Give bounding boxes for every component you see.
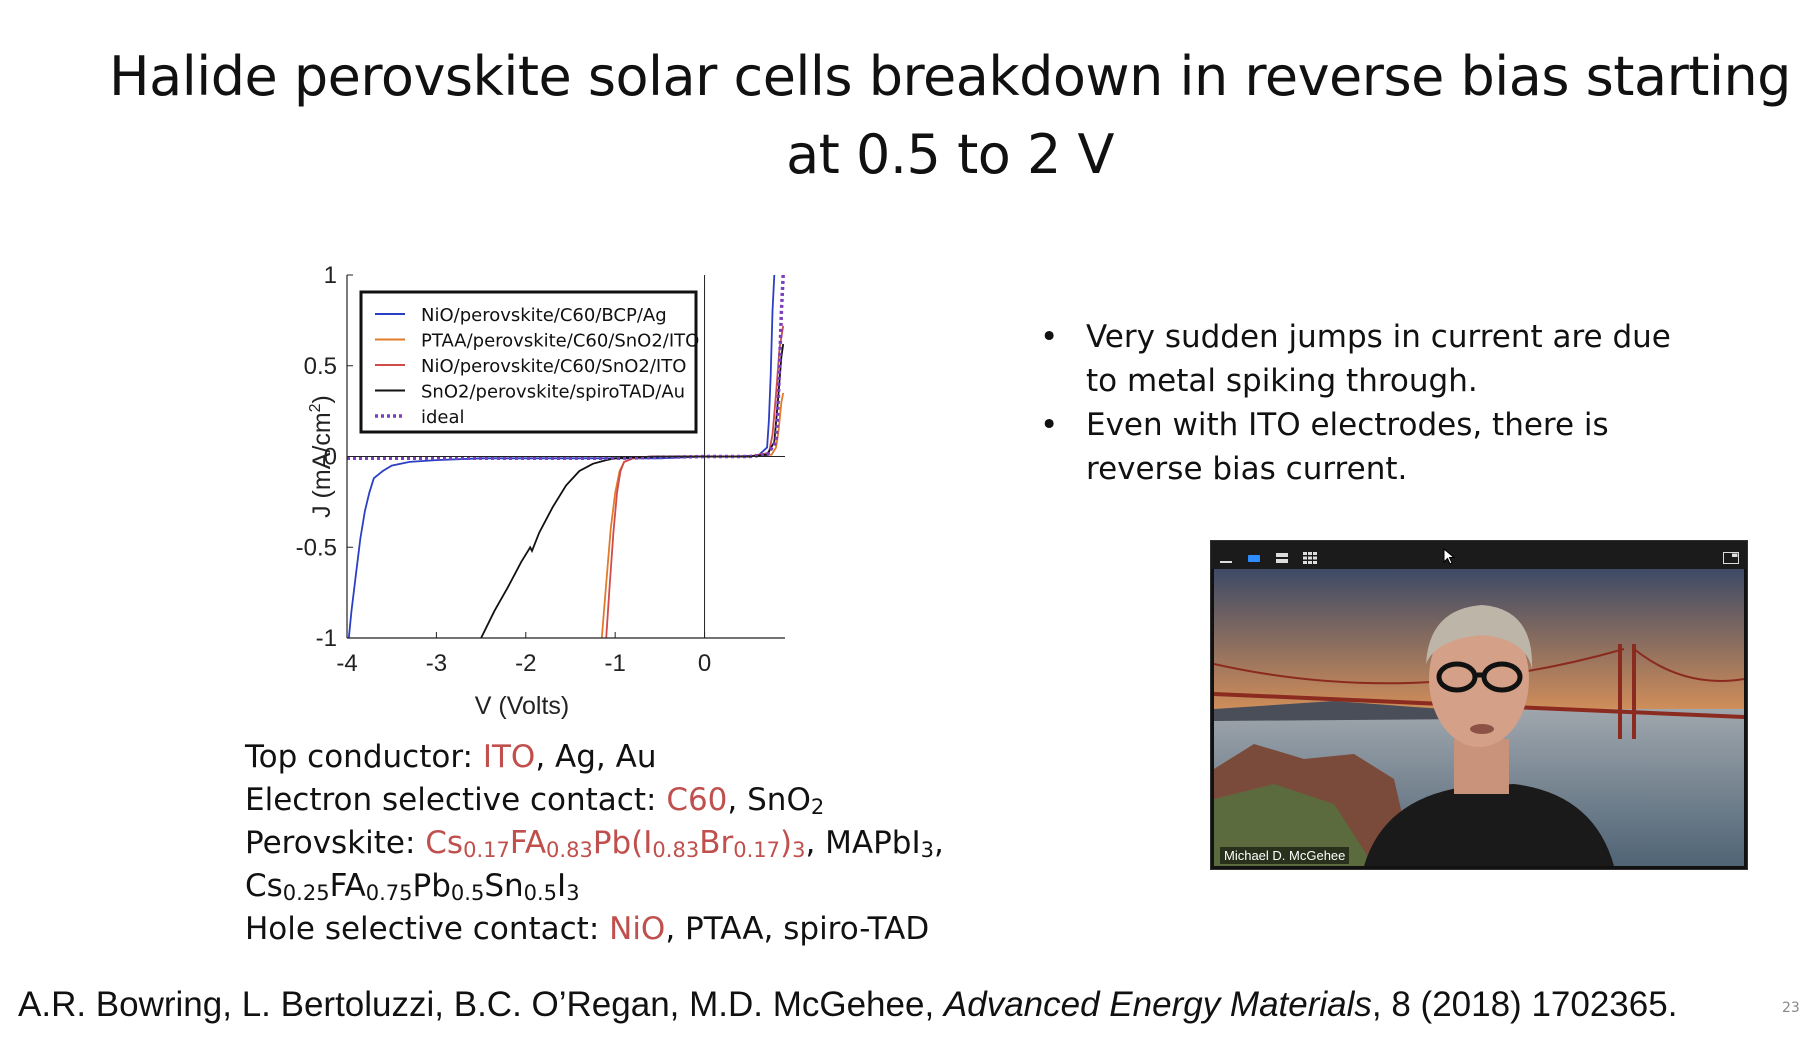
top-conductor-rest: , Ag, Au	[535, 739, 657, 775]
subscript: 0.17	[463, 838, 510, 862]
highlight-perovskite: Cs0.17FA0.83Pb(I0.83Br0.17)3	[425, 825, 805, 861]
citation-journal: Advanced Energy Materials	[943, 985, 1372, 1024]
bullet-line: Very sudden jumps in current are due	[1086, 319, 1671, 355]
y-tick-label: -1	[316, 625, 337, 652]
highlight-c60: C60	[666, 782, 728, 818]
formula-part: FA	[509, 825, 547, 861]
legend-label: NiO/perovskite/C60/SnO2/ITO	[421, 356, 686, 377]
formula-part: FA	[329, 868, 366, 904]
bullet-dot: •	[1040, 319, 1059, 355]
slide-title-line1: Halide perovskite solar cells breakdown …	[109, 45, 1791, 108]
bullet-list: • Very sudden jumps in current are due t…	[1040, 315, 1680, 491]
formula-part: ,	[934, 825, 944, 861]
video-scene	[1214, 569, 1744, 866]
formula-part: I	[557, 868, 567, 904]
subscript: 0.83	[546, 838, 593, 862]
perovskite-label: Perovskite:	[245, 825, 426, 861]
legend-label: SnO2/perovskite/spiroTAD/Au	[421, 382, 685, 403]
bullet-dot: •	[1040, 407, 1059, 443]
citation: A.R. Bowring, L. Bertoluzzi, B.C. O’Rega…	[18, 985, 1677, 1025]
legend-label: NiO/perovskite/C60/BCP/Ag	[421, 305, 667, 326]
highlight-ito: ITO	[482, 739, 536, 775]
video-toolbar	[1211, 541, 1747, 569]
formula-part: , MAPbI	[805, 825, 921, 861]
hole-contact-line: Hole selective contact: NiO, PTAA, spiro…	[245, 908, 944, 951]
formula-part: Br	[699, 825, 734, 861]
formula-part: Pb(I	[592, 825, 653, 861]
slide-title: Halide perovskite solar cells breakdown …	[90, 38, 1810, 194]
subscript: 0.25	[282, 881, 330, 905]
x-tick-label: -2	[515, 650, 536, 677]
subscript: 0.17	[733, 838, 780, 862]
participant-video: Michael D. McGehee	[1214, 569, 1744, 866]
electron-contact-label: Electron selective contact:	[245, 782, 667, 818]
bullet-line: Even with ITO electrodes, there is	[1086, 407, 1609, 443]
subscript: 3	[792, 838, 806, 862]
formula-part: Sn	[484, 868, 524, 904]
exit-fullscreen-icon[interactable]	[1723, 549, 1739, 564]
top-conductor-line: Top conductor: ITO, Ag, Au	[245, 736, 944, 779]
bullet-item: • Even with ITO electrodes, there is rev…	[1040, 403, 1680, 491]
subscript: 0.5	[523, 881, 558, 905]
bullet-item: • Very sudden jumps in current are due t…	[1040, 315, 1680, 403]
person	[1364, 605, 1614, 866]
subscript: 2	[810, 795, 825, 819]
perovskite-line-2: Cs0.25FA0.75Pb0.5Sn0.5I3	[245, 865, 944, 908]
bullet-line: to metal spiking through.	[1086, 363, 1478, 399]
hole-contact-rest: , PTAA, spiro-TAD	[665, 911, 930, 947]
minimize-icon[interactable]	[1219, 549, 1233, 563]
subscript: 0.83	[652, 838, 700, 862]
series-line	[347, 275, 785, 461]
electron-contact-line: Electron selective contact: C60, SnO2	[245, 779, 944, 822]
subscript: 0.75	[365, 881, 413, 905]
citation-rest: , 8 (2018) 1702365.	[1371, 985, 1678, 1024]
citation-authors: A.R. Bowring, L. Bertoluzzi, B.C. O’Rega…	[18, 985, 944, 1024]
x-tick-label: -4	[336, 650, 357, 677]
y-tick-label: 1	[324, 262, 337, 289]
subscript: 0.5	[450, 881, 485, 905]
highlight-nio: NiO	[609, 911, 666, 947]
formula-part: Cs	[245, 868, 283, 904]
legend-label: PTAA/perovskite/C60/SnO2/ITO	[421, 331, 699, 352]
slide-title-line2: at 0.5 to 2 V	[786, 123, 1114, 186]
electron-contact-rest: , SnO	[727, 782, 811, 818]
materials-list: Top conductor: ITO, Ag, Au Electron sele…	[245, 736, 944, 951]
subscript: 3	[566, 881, 580, 905]
video-panel[interactable]: Michael D. McGehee	[1210, 540, 1748, 870]
mouse-cursor-icon	[1443, 547, 1457, 565]
y-tick-label: -0.5	[296, 534, 337, 561]
gallery-view-icon[interactable]	[1303, 549, 1317, 564]
bullet-line: reverse bias current.	[1086, 451, 1408, 487]
formula-part: Pb	[412, 868, 451, 904]
y-tick-label: 0	[324, 444, 337, 471]
vegetation	[1214, 784, 1374, 866]
formula-part: )	[779, 825, 793, 861]
chart-legend	[359, 290, 698, 434]
hills	[1214, 701, 1474, 721]
x-tick-label: 0	[698, 650, 711, 677]
stacked-view-icon[interactable]	[1275, 549, 1289, 563]
x-axis-label: V (Volts)	[475, 692, 569, 720]
y-tick-label: 0.5	[304, 353, 337, 380]
x-tick-label: -1	[604, 650, 625, 677]
formula-part: Cs	[425, 825, 464, 861]
legend-label: ideal	[421, 407, 465, 428]
perovskite-line: Perovskite: Cs0.17FA0.83Pb(I0.83Br0.17)3…	[245, 822, 944, 865]
jv-chart: -4 -3 -2 -1 0 -1 -0.5 0 0.5 1 V (Volts) J (mA/cm2) N…	[296, 262, 785, 720]
y-axis-label: J (mA/cm2)	[307, 395, 336, 518]
participant-name: Michael D. McGehee	[1220, 847, 1350, 864]
subscript: 3	[920, 838, 935, 862]
speaker-view-icon[interactable]	[1247, 549, 1261, 562]
slide-number: 23	[1782, 1000, 1800, 1016]
hole-contact-label: Hole selective contact:	[245, 911, 610, 947]
x-tick-label: -3	[426, 650, 447, 677]
top-conductor-label: Top conductor:	[245, 739, 483, 775]
